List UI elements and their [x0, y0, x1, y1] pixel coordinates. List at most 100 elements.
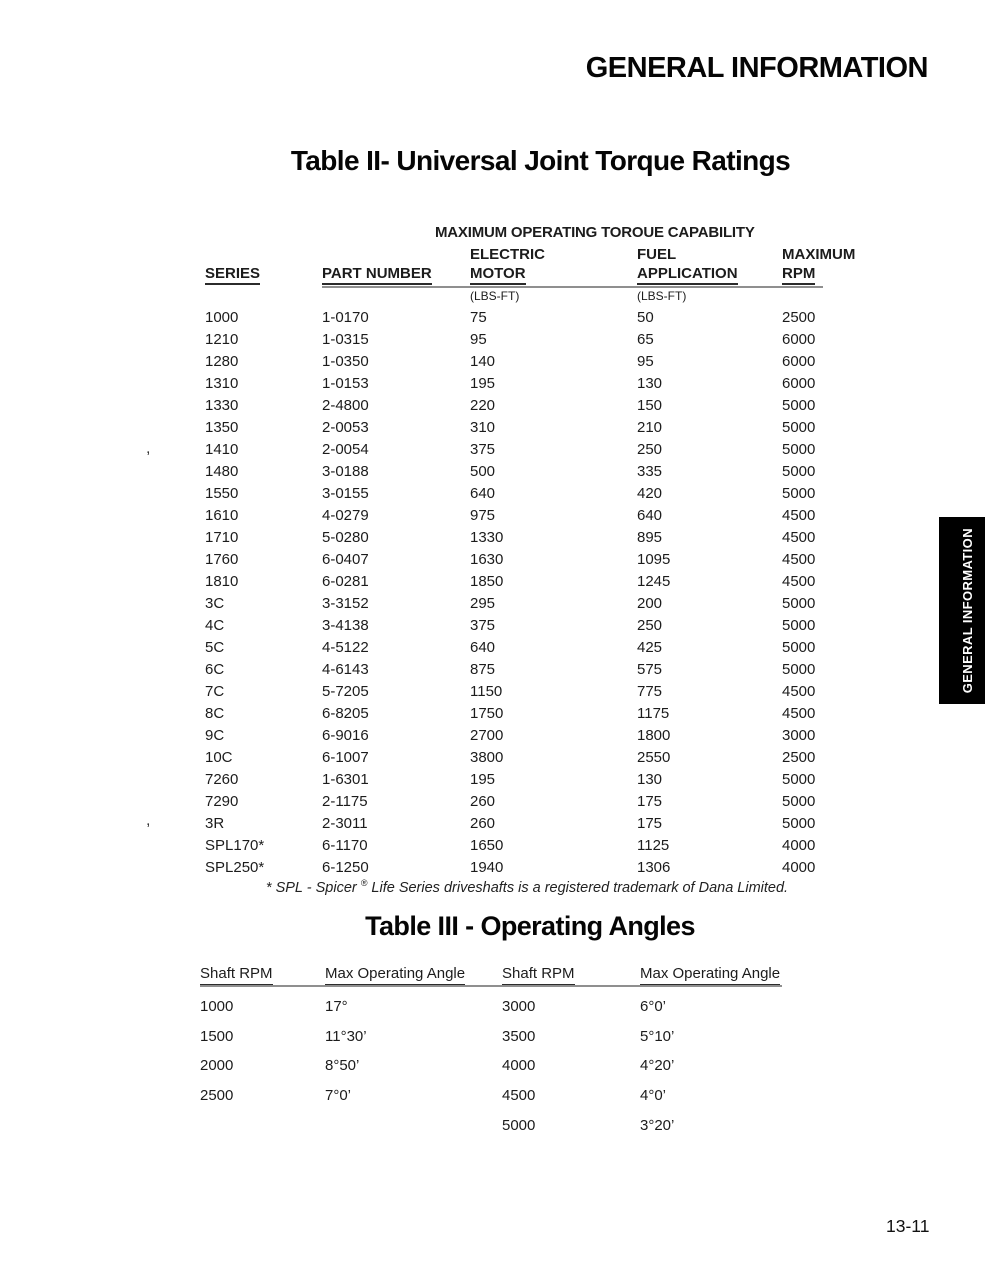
- table-cell: 7C: [205, 682, 225, 700]
- header-spacer: [205, 246, 322, 265]
- col-max-line2: RPM: [782, 265, 816, 285]
- table-cell: 4500: [782, 550, 816, 568]
- table-row: SPL250* 6-1250 1940 1306 4000: [205, 856, 872, 878]
- table-cell: 640: [470, 484, 496, 502]
- table-row: 8C 6-8205 1750 1175 4500: [205, 702, 872, 724]
- table-row: 10C 6-1007 3800 2550 2500: [205, 746, 872, 768]
- table-cell: 3000: [502, 998, 536, 1016]
- table2-header-line1: ELECTRIC FUEL MAXIMUM: [205, 246, 885, 265]
- header-spacer: [205, 289, 322, 305]
- table-cell: 1280: [205, 352, 239, 370]
- table-cell: 875: [470, 660, 496, 678]
- table2-group-header: MAXIMUM OPERATING TOROUE CAPABILITY: [435, 224, 755, 241]
- table-cell: 130: [637, 374, 663, 392]
- table-cell: 130: [637, 770, 663, 788]
- table-cell: 5000: [782, 418, 816, 436]
- table-row: SPL170* 6-1170 1650 1125 4000: [205, 834, 872, 856]
- table-cell: 3-4138: [322, 616, 369, 634]
- table-cell: 65: [637, 330, 654, 348]
- table-cell: 2-4800: [322, 396, 369, 414]
- table-row: 1480 3-0188 500 335 5000: [205, 460, 872, 482]
- table2-footnote: * SPL - Spicer ® Life Series driveshafts…: [68, 878, 986, 896]
- table-cell: 3C: [205, 594, 225, 612]
- table-cell: 250: [637, 440, 663, 458]
- table-cell: 1306: [637, 858, 671, 876]
- table3-body: 1000 17° 3000 6°0’ 1500 11°30’ 3500 5°10’ 2000 8°…: [200, 992, 782, 1140]
- table-cell: 5000: [782, 792, 816, 810]
- table-row: 7290 2-1175 260 175 5000: [205, 790, 872, 812]
- col-electric-line1: ELECTRIC: [470, 246, 545, 263]
- table-row: 1210 1-0315 95 65 6000: [205, 328, 872, 350]
- table-cell: 5-7205: [322, 682, 369, 700]
- table-cell: 150: [637, 396, 663, 414]
- page-number: 13-11: [886, 1216, 930, 1236]
- table-cell: 5000: [782, 594, 816, 612]
- table-cell: 1-0350: [322, 352, 369, 370]
- table-cell: 1-0315: [322, 330, 369, 348]
- table-cell: 1480: [205, 462, 239, 480]
- table-cell: 1000: [205, 308, 239, 326]
- registered-trademark-symbol: ®: [360, 878, 368, 888]
- col-shaft-rpm-1: Shaft RPM: [200, 965, 273, 985]
- table-cell: 1760: [205, 550, 239, 568]
- col-electric-line2: MOTOR: [470, 265, 526, 285]
- section-tab-label: GENERAL INFORMATION: [959, 527, 975, 694]
- table-cell: 1500: [200, 1027, 234, 1045]
- header-spacer: [322, 289, 470, 305]
- table2-header-line2: SERIES PART NUMBER MOTOR APPLICATION RPM: [205, 265, 885, 286]
- table-cell: 1550: [205, 484, 239, 502]
- table-cell: 3-0155: [322, 484, 369, 502]
- table-cell: 1-6301: [322, 770, 369, 788]
- table-cell: 640: [637, 506, 663, 524]
- table-cell: SPL250*: [205, 858, 265, 876]
- table-cell: 3800: [470, 748, 504, 766]
- table3-title: Table III - Operating Angles: [365, 911, 695, 941]
- table-cell: 2-3011: [322, 814, 368, 832]
- table-row: 7C 5-7205 1150 775 4500: [205, 680, 872, 702]
- table-cell: 1310: [205, 374, 239, 392]
- table-cell: 310: [470, 418, 496, 436]
- table-row: 1000 1-0170 75 50 2500: [205, 306, 872, 328]
- table-cell: SPL170*: [205, 836, 265, 854]
- table-cell: 335: [637, 462, 663, 480]
- table-cell: 3-0188: [322, 462, 369, 480]
- table-cell: 1850: [470, 572, 504, 590]
- table-row: 1760 6-0407 1630 1095 4500: [205, 548, 872, 570]
- table-cell: 6-1250: [322, 858, 369, 876]
- table-cell: 4-5122: [322, 638, 369, 656]
- table2-header: ELECTRIC FUEL MAXIMUM SERIES PART NUMBER…: [205, 246, 885, 305]
- table-cell: 6000: [782, 330, 816, 348]
- table-row: 1000 17° 3000 6°0’: [200, 992, 782, 1022]
- col-part-number: PART NUMBER: [322, 265, 432, 285]
- table-cell: 5-0280: [322, 528, 369, 546]
- table-cell: 17°: [325, 998, 348, 1016]
- table-cell: 1125: [637, 836, 670, 854]
- table-cell: 5000: [502, 1116, 536, 1134]
- table-cell: 4500: [782, 572, 816, 590]
- table-cell: 5000: [782, 396, 816, 414]
- table2-units-row: (LBS-FT) (LBS-FT): [205, 286, 885, 305]
- table-cell: 5C: [205, 638, 225, 656]
- table3-header-row: Shaft RPM Max Operating Angle Shaft RPM …: [200, 965, 782, 985]
- footnote-suffix: Life Series driveshafts is a registered …: [367, 879, 789, 896]
- table-row: 1610 4-0279 975 640 4500: [205, 504, 872, 526]
- table-cell: 6-1007: [322, 748, 369, 766]
- table-cell: 2-0053: [322, 418, 369, 436]
- table-row: 1550 3-0155 640 420 5000: [205, 482, 872, 504]
- table-cell: 8C: [205, 704, 225, 722]
- table-cell: 2500: [200, 1087, 234, 1105]
- table-cell: 375: [470, 616, 496, 634]
- table-cell: 4500: [502, 1087, 536, 1105]
- table-cell: 1800: [637, 726, 671, 744]
- scan-artifact-mark: ,: [146, 812, 151, 829]
- table-row: 5C 4-5122 640 425 5000: [205, 636, 872, 658]
- table-cell: 4-0279: [322, 506, 369, 524]
- table-row: 4C 3-4138 375 250 5000: [205, 614, 872, 636]
- table-cell: 2-0054: [322, 440, 369, 458]
- table-cell: 195: [470, 374, 496, 392]
- table-cell: 575: [637, 660, 663, 678]
- table-cell: 4000: [782, 858, 816, 876]
- table-cell: 375: [470, 440, 496, 458]
- table-cell: 6C: [205, 660, 225, 678]
- table-row: 1350 2-0053 310 210 5000: [205, 416, 872, 438]
